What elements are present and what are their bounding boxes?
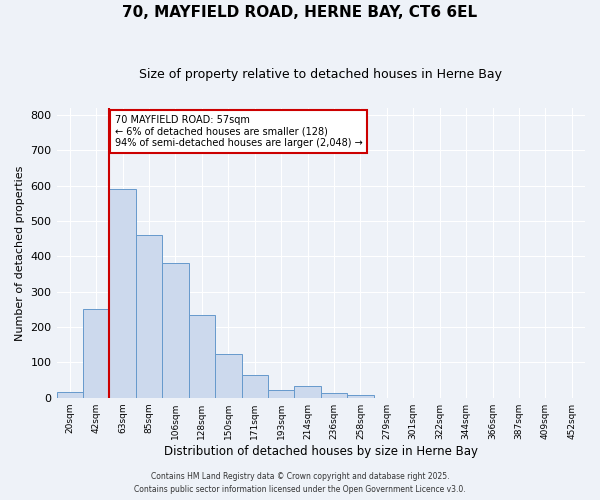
Bar	[295, 386, 321, 398]
Text: 70, MAYFIELD ROAD, HERNE BAY, CT6 6EL: 70, MAYFIELD ROAD, HERNE BAY, CT6 6EL	[122, 5, 478, 20]
Bar	[215, 354, 242, 398]
Bar	[83, 310, 109, 398]
Bar	[136, 235, 162, 398]
Bar	[109, 190, 136, 398]
Bar	[162, 264, 188, 398]
Bar	[242, 374, 268, 398]
Bar	[188, 314, 215, 398]
Title: Size of property relative to detached houses in Herne Bay: Size of property relative to detached ho…	[139, 68, 502, 80]
X-axis label: Distribution of detached houses by size in Herne Bay: Distribution of detached houses by size …	[164, 444, 478, 458]
Bar	[347, 395, 374, 398]
Bar	[321, 394, 347, 398]
Text: Contains HM Land Registry data © Crown copyright and database right 2025.
Contai: Contains HM Land Registry data © Crown c…	[134, 472, 466, 494]
Bar	[268, 390, 295, 398]
Text: 70 MAYFIELD ROAD: 57sqm
← 6% of detached houses are smaller (128)
94% of semi-de: 70 MAYFIELD ROAD: 57sqm ← 6% of detached…	[115, 115, 362, 148]
Bar	[56, 392, 83, 398]
Y-axis label: Number of detached properties: Number of detached properties	[15, 165, 25, 340]
